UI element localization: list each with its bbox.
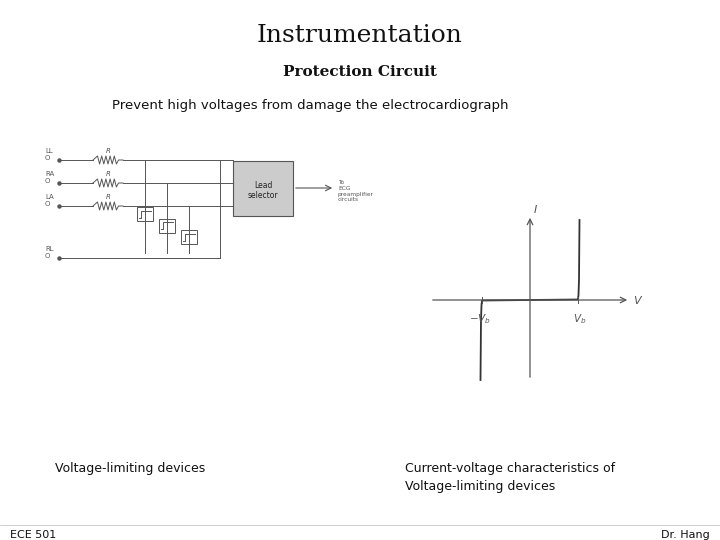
Text: O: O (45, 253, 50, 259)
Text: O: O (45, 155, 50, 161)
Text: I: I (534, 205, 536, 215)
Text: RA: RA (45, 171, 54, 177)
Text: ECE 501: ECE 501 (10, 530, 56, 540)
Text: selector: selector (248, 191, 279, 199)
Bar (181, 230, 197, 244)
Text: Dr. Hang: Dr. Hang (661, 530, 710, 540)
Text: Instrumentation: Instrumentation (257, 24, 463, 46)
Text: O: O (45, 178, 50, 184)
Bar (233, 160, 293, 215)
Text: $V_b$: $V_b$ (573, 312, 587, 326)
Bar (137, 207, 153, 221)
Text: R: R (106, 148, 110, 154)
Text: Current-voltage characteristics of
Voltage-limiting devices: Current-voltage characteristics of Volta… (405, 462, 615, 493)
Text: To
ECG
preamplifier
circuits: To ECG preamplifier circuits (338, 180, 374, 202)
Text: O: O (45, 201, 50, 207)
Text: LA: LA (45, 194, 54, 200)
Text: R: R (106, 171, 110, 177)
Text: Voltage-limiting devices: Voltage-limiting devices (55, 462, 205, 475)
Text: Protection Circuit: Protection Circuit (283, 65, 437, 79)
Text: Lead: Lead (254, 180, 272, 190)
Text: RL: RL (45, 246, 53, 252)
Bar (159, 219, 175, 233)
Text: Prevent high voltages from damage the electrocardiograph: Prevent high voltages from damage the el… (112, 98, 508, 111)
Text: $-V_b$: $-V_b$ (469, 312, 491, 326)
Text: R: R (106, 194, 110, 200)
Text: V: V (633, 296, 641, 306)
Text: LL: LL (45, 148, 53, 154)
